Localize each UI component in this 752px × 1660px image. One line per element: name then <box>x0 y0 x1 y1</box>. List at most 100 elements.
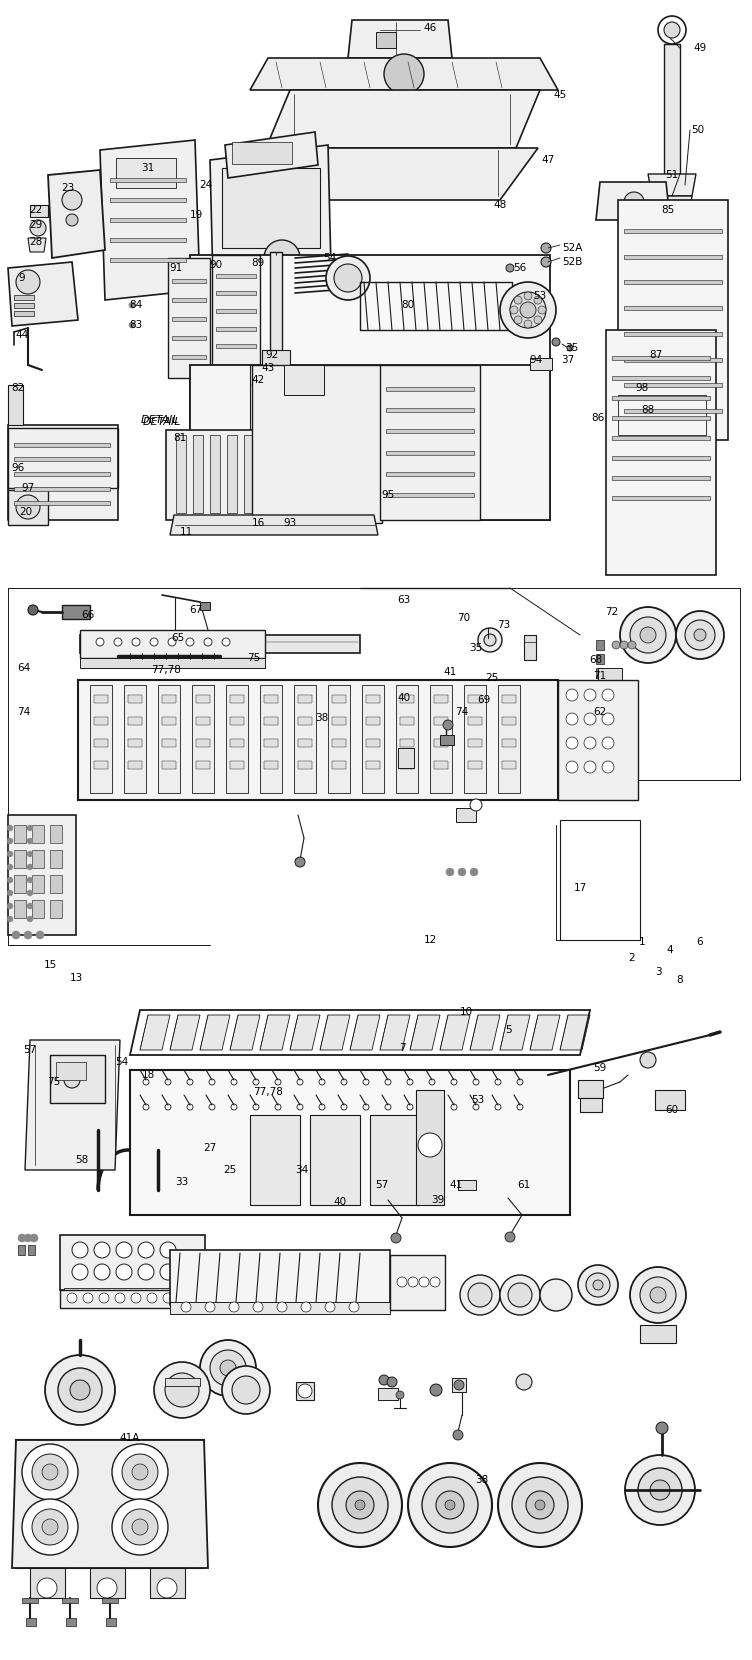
Polygon shape <box>210 144 332 325</box>
Circle shape <box>132 637 140 646</box>
Bar <box>128 760 142 769</box>
Polygon shape <box>8 262 78 325</box>
Bar <box>8 385 23 425</box>
Text: 15: 15 <box>44 959 56 969</box>
Bar <box>226 686 248 793</box>
Bar <box>216 292 256 295</box>
Circle shape <box>468 1283 492 1306</box>
Bar <box>598 667 622 684</box>
Text: 7: 7 <box>399 1042 405 1052</box>
Circle shape <box>650 1481 670 1501</box>
Circle shape <box>656 1423 668 1434</box>
Bar <box>502 717 516 725</box>
Circle shape <box>612 641 620 649</box>
Bar <box>94 717 108 725</box>
Circle shape <box>94 1263 110 1280</box>
Circle shape <box>685 619 715 651</box>
Text: 52B: 52B <box>562 257 582 267</box>
Bar <box>102 1599 118 1604</box>
Circle shape <box>64 1072 80 1087</box>
Circle shape <box>630 618 666 652</box>
Circle shape <box>676 611 724 659</box>
Bar <box>32 825 44 843</box>
Circle shape <box>630 1267 686 1323</box>
Circle shape <box>541 242 551 252</box>
Bar <box>128 717 142 725</box>
Bar <box>264 739 278 747</box>
Circle shape <box>408 1277 418 1286</box>
Bar <box>60 1235 205 1290</box>
Bar <box>386 450 474 455</box>
Circle shape <box>430 1384 442 1396</box>
Text: 23: 23 <box>62 183 74 193</box>
Bar <box>216 274 256 277</box>
Text: 64: 64 <box>17 662 31 672</box>
Bar <box>230 696 244 702</box>
Circle shape <box>7 838 13 843</box>
Bar <box>386 493 474 496</box>
Bar <box>618 199 728 440</box>
Bar <box>22 1599 38 1604</box>
Bar <box>596 641 604 651</box>
Bar <box>294 686 316 793</box>
Circle shape <box>584 760 596 774</box>
Bar <box>162 739 176 747</box>
Bar <box>116 158 176 188</box>
Bar <box>216 309 256 314</box>
Circle shape <box>584 737 596 749</box>
Bar <box>14 825 26 843</box>
Bar <box>170 1301 390 1315</box>
Bar <box>18 1245 25 1255</box>
Text: 58: 58 <box>75 1155 89 1165</box>
Circle shape <box>7 852 13 857</box>
Circle shape <box>168 637 176 646</box>
Bar <box>390 1255 445 1310</box>
Text: 17: 17 <box>573 883 587 893</box>
Circle shape <box>510 292 546 329</box>
Bar <box>50 850 62 868</box>
Bar <box>14 471 110 476</box>
Polygon shape <box>25 1041 120 1170</box>
Bar <box>332 696 346 702</box>
Bar <box>170 1250 390 1305</box>
Bar <box>440 735 454 745</box>
Circle shape <box>27 825 33 832</box>
Bar <box>362 686 384 793</box>
Bar <box>332 717 346 725</box>
Bar <box>190 256 550 520</box>
Polygon shape <box>440 1014 470 1051</box>
Bar <box>14 850 26 868</box>
Circle shape <box>200 1340 256 1396</box>
Text: 41A: 41A <box>120 1433 140 1443</box>
Circle shape <box>391 1233 401 1243</box>
Circle shape <box>45 1355 115 1424</box>
Bar <box>264 717 278 725</box>
Bar <box>400 696 414 702</box>
Text: 74: 74 <box>456 707 468 717</box>
Circle shape <box>514 295 522 304</box>
Circle shape <box>204 637 212 646</box>
Circle shape <box>593 1280 603 1290</box>
Text: 80: 80 <box>402 300 414 310</box>
Polygon shape <box>470 1014 500 1051</box>
Polygon shape <box>560 1014 590 1051</box>
Bar <box>172 317 206 320</box>
Bar <box>172 355 206 359</box>
Bar <box>606 330 716 574</box>
Text: 25: 25 <box>485 672 499 682</box>
Circle shape <box>37 1579 57 1599</box>
Bar <box>434 760 448 769</box>
Text: 3: 3 <box>655 968 661 978</box>
Text: 68: 68 <box>590 656 602 666</box>
Text: 44: 44 <box>15 330 29 340</box>
Bar <box>558 681 638 800</box>
Bar <box>162 717 176 725</box>
Bar <box>8 428 118 488</box>
Polygon shape <box>348 20 452 58</box>
Text: 82: 82 <box>11 383 25 393</box>
Text: 41: 41 <box>444 667 456 677</box>
Bar <box>212 256 260 365</box>
Text: 93: 93 <box>284 518 296 528</box>
Text: 46: 46 <box>423 23 437 33</box>
Text: 66: 66 <box>81 609 95 619</box>
